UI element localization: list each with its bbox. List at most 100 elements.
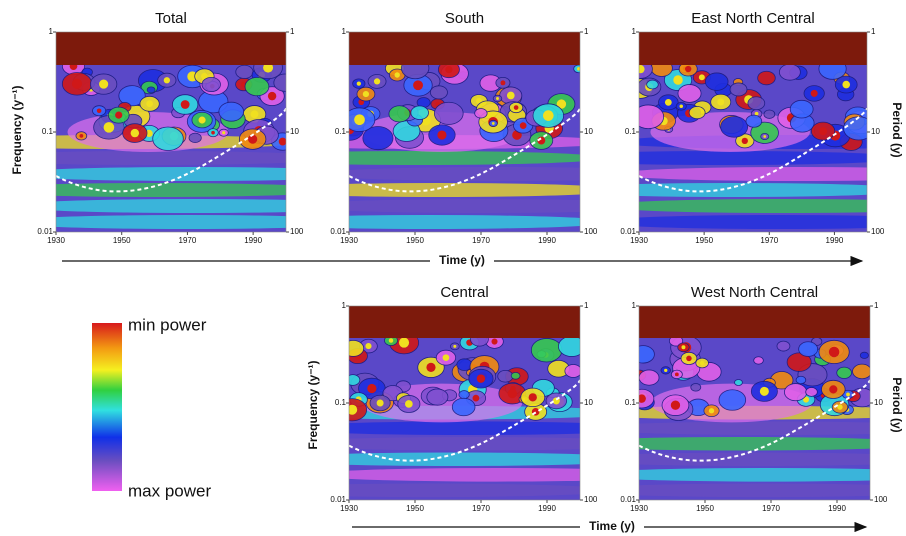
blob-core (754, 111, 759, 116)
heatmap (349, 32, 580, 232)
x-tick-label: 1990 (538, 504, 556, 513)
y-tick-label: 0.1 (625, 398, 637, 407)
y2-tick-label: 1 (874, 301, 879, 310)
blob-core (211, 130, 215, 135)
blob (510, 371, 521, 380)
blob-core (376, 399, 384, 407)
y-axis-label: Frequency (y⁻¹) (306, 360, 320, 449)
band (349, 151, 580, 165)
blob (776, 340, 791, 352)
blob (734, 379, 743, 386)
colorbar (92, 323, 122, 491)
blob (757, 70, 776, 86)
y-tick-label: 0.01 (330, 227, 346, 236)
blob (218, 101, 245, 122)
x-tick-label: 1930 (340, 504, 358, 513)
x-tick-label: 1970 (179, 236, 197, 245)
y2-tick-label: 10 (871, 127, 880, 136)
y-tick-label: 0.1 (625, 127, 637, 136)
band (56, 151, 286, 165)
x-tick-label: 1970 (762, 504, 780, 513)
blob-core (365, 343, 372, 350)
panel: South 1 0.1 0.01 1 10 100 1930 1950 1970 1990 (330, 10, 597, 245)
blob (235, 64, 254, 79)
y-tick-label: 1 (49, 27, 54, 36)
band (639, 151, 867, 165)
band (639, 452, 870, 467)
y-tick-label: 1 (632, 301, 637, 310)
blob-core (413, 80, 423, 91)
y-tick-label: 0.1 (42, 127, 54, 136)
y2-tick-label: 1 (584, 27, 589, 36)
panel-title: East North Central (691, 10, 814, 27)
band (349, 467, 580, 482)
x-tick-label: 1970 (472, 504, 490, 513)
blob (273, 73, 286, 92)
blob-core (519, 122, 527, 129)
blob-core (222, 131, 226, 135)
blob-core (491, 338, 498, 345)
band (349, 436, 580, 451)
cone-mask (56, 32, 286, 65)
y2-tick-label: 100 (584, 495, 598, 504)
band (639, 436, 870, 451)
blob-core (577, 67, 580, 71)
blob-core (491, 122, 495, 125)
cone-of-influence (56, 107, 286, 193)
blob (362, 126, 394, 151)
x-tick-label: 1930 (630, 504, 648, 513)
blob-core (145, 129, 153, 138)
blob (690, 383, 702, 392)
blob (410, 105, 429, 120)
band (56, 167, 286, 181)
blob-core (810, 89, 818, 97)
blob-core (556, 99, 567, 109)
x-tick-label: 1930 (47, 236, 65, 245)
blob-core (103, 122, 115, 133)
cone-of-influence (639, 107, 867, 193)
band (639, 421, 870, 436)
y-tick-label: 0.01 (620, 227, 636, 236)
x-tick-label: 1990 (826, 236, 844, 245)
y-tick-label: 0.01 (37, 227, 53, 236)
y2-tick-label: 1 (290, 27, 295, 36)
blob-core (426, 362, 436, 372)
blob (688, 106, 706, 120)
blob (639, 104, 665, 129)
blob (349, 374, 361, 386)
blob-core (500, 80, 506, 86)
blob (558, 335, 580, 357)
x-axis-label: Time (y) (589, 519, 635, 533)
blob (745, 114, 763, 128)
blob (786, 352, 812, 372)
x-tick-label: 1990 (244, 236, 262, 245)
blob (564, 364, 580, 378)
y2-tick-label: 1 (871, 27, 876, 36)
blob-core (445, 65, 453, 74)
blob-core (717, 98, 725, 106)
blob (426, 388, 449, 406)
y2-axis-label: Period (y) (890, 102, 904, 157)
blob-core (248, 134, 258, 144)
blob-core (388, 338, 394, 343)
blob (458, 390, 470, 399)
band (349, 199, 580, 213)
blob-core (362, 90, 370, 98)
cone-mask (639, 306, 870, 339)
x-tick-label: 1950 (406, 504, 424, 513)
blob (646, 79, 659, 90)
blob-core (442, 354, 450, 362)
blob (843, 116, 867, 141)
x-tick-label: 1990 (538, 236, 556, 245)
blob-core (356, 81, 361, 86)
y2-tick-label: 10 (584, 127, 593, 136)
y-tick-label: 0.01 (620, 495, 636, 504)
blob (456, 358, 473, 371)
blob-core (146, 100, 153, 108)
blob-core (639, 65, 645, 74)
blob (720, 116, 749, 138)
blob (729, 82, 748, 97)
y2-tick-label: 10 (290, 127, 299, 136)
y-axis-label: Frequency (y⁻¹) (10, 85, 24, 174)
